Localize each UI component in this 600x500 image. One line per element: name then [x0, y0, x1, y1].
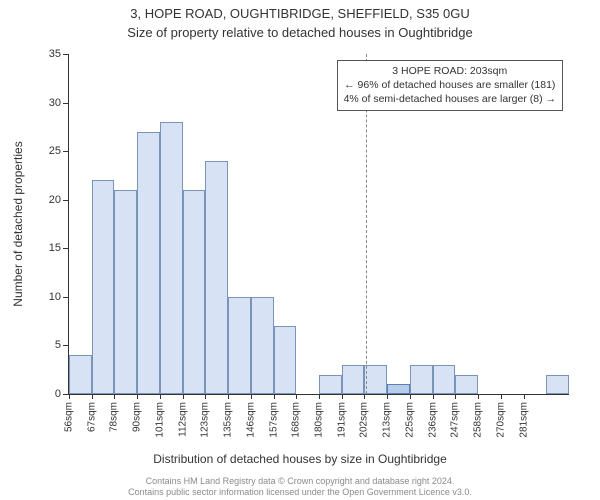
x-tick [524, 394, 525, 399]
bar [433, 365, 456, 394]
x-tick [69, 394, 70, 399]
y-tick [63, 103, 69, 104]
x-tick [455, 394, 456, 399]
x-tick [501, 394, 502, 399]
x-tick-label: 236sqm [427, 402, 438, 438]
y-tick [63, 248, 69, 249]
annotation-box: 3 HOPE ROAD: 203sqm ← 96% of detached ho… [337, 60, 563, 111]
attribution-line-2: Contains public sector information licen… [0, 487, 600, 498]
bar [342, 365, 365, 394]
x-axis-label: Distribution of detached houses by size … [0, 452, 600, 466]
x-tick [342, 394, 343, 399]
x-tick [433, 394, 434, 399]
y-tick-label: 10 [49, 291, 61, 303]
bar [274, 326, 297, 394]
bar [410, 365, 433, 394]
x-tick [228, 394, 229, 399]
bar [69, 355, 92, 394]
x-tick [137, 394, 138, 399]
bar [319, 375, 342, 394]
attribution: Contains HM Land Registry data © Crown c… [0, 476, 600, 499]
bar [364, 365, 387, 394]
bar [546, 375, 569, 394]
bar [114, 190, 137, 394]
bar [137, 132, 160, 394]
x-tick [296, 394, 297, 399]
bar [205, 161, 228, 394]
y-tick-label: 30 [49, 97, 61, 109]
y-tick-label: 5 [55, 339, 61, 351]
x-tick-label: 281sqm [518, 402, 529, 438]
attribution-line-1: Contains HM Land Registry data © Crown c… [0, 476, 600, 487]
x-tick-label: 123sqm [200, 402, 211, 438]
x-tick [160, 394, 161, 399]
x-tick-label: 157sqm [268, 402, 279, 438]
x-tick [478, 394, 479, 399]
chart-title: 3, HOPE ROAD, OUGHTIBRIDGE, SHEFFIELD, S… [0, 0, 600, 23]
x-tick-label: 56sqm [64, 402, 75, 432]
x-tick-label: 78sqm [109, 402, 120, 432]
plot-area: 3 HOPE ROAD: 203sqm ← 96% of detached ho… [68, 54, 569, 395]
bar [92, 180, 115, 394]
annotation-line-1: ← 96% of detached houses are smaller (18… [344, 78, 556, 92]
x-tick-label: 225sqm [404, 402, 415, 438]
y-tick-label: 25 [49, 145, 61, 157]
x-tick-label: 67sqm [86, 402, 97, 432]
x-tick [114, 394, 115, 399]
x-tick-label: 135sqm [223, 402, 234, 438]
x-tick-label: 168sqm [291, 402, 302, 438]
y-tick [63, 297, 69, 298]
x-tick-label: 258sqm [473, 402, 484, 438]
y-axis-label: Number of detached properties [11, 141, 25, 306]
bar [228, 297, 251, 394]
x-tick-label: 180sqm [314, 402, 325, 438]
chart-subtitle: Size of property relative to detached ho… [0, 23, 600, 42]
x-tick [183, 394, 184, 399]
y-tick-label: 35 [49, 48, 61, 60]
x-tick [251, 394, 252, 399]
x-tick-label: 146sqm [245, 402, 256, 438]
bar [160, 122, 183, 394]
x-tick [92, 394, 93, 399]
y-tick-label: 20 [49, 194, 61, 206]
bar [387, 384, 410, 394]
x-tick-label: 101sqm [154, 402, 165, 438]
y-tick [63, 54, 69, 55]
x-tick-label: 213sqm [382, 402, 393, 438]
bar [183, 190, 206, 394]
x-tick-label: 270sqm [495, 402, 506, 438]
annotation-line-2: 4% of semi-detached houses are larger (8… [344, 92, 556, 106]
y-tick-label: 15 [49, 242, 61, 254]
x-tick-label: 191sqm [336, 402, 347, 438]
x-tick-label: 247sqm [450, 402, 461, 438]
y-tick [63, 151, 69, 152]
x-tick [205, 394, 206, 399]
annotation-line-0: 3 HOPE ROAD: 203sqm [344, 64, 556, 78]
x-tick-label: 112sqm [177, 402, 188, 437]
bar [251, 297, 274, 394]
y-tick [63, 200, 69, 201]
x-tick [387, 394, 388, 399]
x-tick [364, 394, 365, 399]
chart-container: 3, HOPE ROAD, OUGHTIBRIDGE, SHEFFIELD, S… [0, 0, 600, 500]
x-tick [274, 394, 275, 399]
x-tick [319, 394, 320, 399]
x-tick-label: 90sqm [132, 402, 143, 432]
x-tick [410, 394, 411, 399]
x-tick-label: 202sqm [359, 402, 370, 438]
bar [455, 375, 478, 394]
y-tick [63, 345, 69, 346]
y-tick-label: 0 [55, 388, 61, 400]
